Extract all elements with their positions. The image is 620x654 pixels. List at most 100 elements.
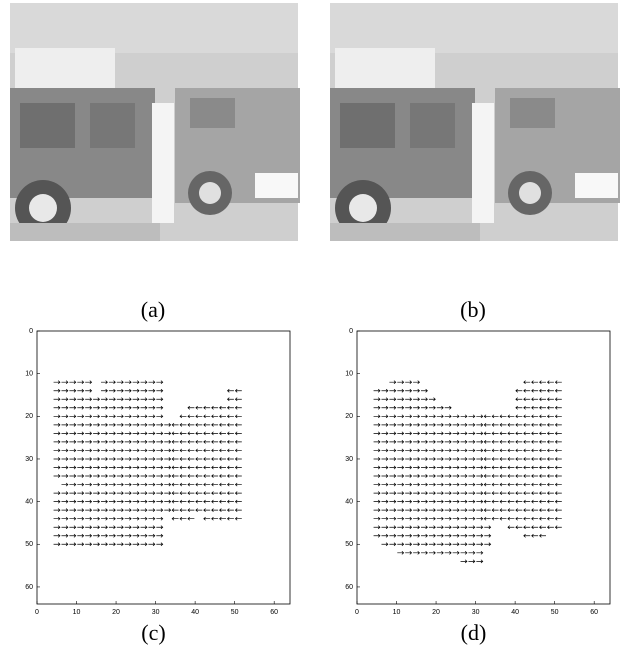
arrow: [540, 406, 546, 409]
arrow: [453, 526, 459, 529]
arrow: [461, 543, 467, 546]
arrow: [164, 457, 170, 460]
arrow: [405, 415, 411, 418]
arrow: [548, 466, 554, 469]
arrow: [188, 466, 194, 469]
arrow: [555, 415, 561, 418]
arrow: [109, 406, 115, 409]
arrow: [141, 466, 147, 469]
arrow: [405, 534, 411, 537]
arrow: [133, 432, 139, 435]
arrow: [141, 483, 147, 486]
arrow: [516, 509, 522, 512]
arrow: [524, 534, 530, 537]
arrow: [540, 509, 546, 512]
arrow: [453, 466, 459, 469]
arrow: [156, 406, 162, 409]
y-tick-label: 40: [345, 498, 353, 505]
arrow: [188, 457, 194, 460]
arrow: [429, 415, 435, 418]
arrow: [125, 398, 131, 401]
arrow: [141, 415, 147, 418]
arrow: [484, 415, 490, 418]
arrow: [156, 466, 162, 469]
arrow: [180, 449, 186, 452]
arrow: [196, 415, 202, 418]
arrow: [381, 457, 387, 460]
arrow: [117, 398, 123, 401]
arrow: [500, 474, 506, 477]
arrow: [93, 526, 99, 529]
arrow: [235, 466, 241, 469]
arrow: [93, 457, 99, 460]
arrow: [61, 449, 67, 452]
arrow: [85, 500, 91, 503]
arrow: [516, 449, 522, 452]
arrow: [212, 466, 218, 469]
arrow: [85, 474, 91, 477]
arrow: [397, 534, 403, 537]
arrow: [196, 466, 202, 469]
arrow: [508, 457, 514, 460]
arrow: [133, 526, 139, 529]
arrow: [413, 457, 419, 460]
arrow: [524, 415, 530, 418]
arrow: [540, 474, 546, 477]
arrow: [141, 432, 147, 435]
arrow: [125, 509, 131, 512]
arrow: [555, 517, 561, 520]
arrow: [492, 491, 498, 494]
arrow: [429, 457, 435, 460]
arrow: [540, 398, 546, 401]
arrow: [453, 449, 459, 452]
arrow: [212, 457, 218, 460]
arrow: [381, 491, 387, 494]
arrow: [555, 509, 561, 512]
arrow: [389, 440, 395, 443]
arrow: [397, 423, 403, 426]
arrow: [69, 457, 75, 460]
arrow: [548, 457, 554, 460]
arrow: [235, 432, 241, 435]
arrow: [468, 457, 474, 460]
arrow: [77, 543, 83, 546]
arrow: [69, 406, 75, 409]
arrow: [141, 474, 147, 477]
arrow: [389, 491, 395, 494]
arrow: [77, 526, 83, 529]
arrow: [172, 440, 178, 443]
arrow: [555, 440, 561, 443]
x-tick-label: 0: [35, 609, 39, 616]
arrow: [172, 449, 178, 452]
figure: (a) (b) 01020304050600102030405060(c)010…: [0, 0, 620, 649]
arrow: [405, 543, 411, 546]
arrow: [516, 440, 522, 443]
arrow: [468, 500, 474, 503]
arrow: [148, 534, 154, 537]
arrow: [156, 491, 162, 494]
arrow: [156, 534, 162, 537]
arrow: [235, 474, 241, 477]
arrow: [117, 466, 123, 469]
arrow: [61, 389, 67, 392]
arrow: [133, 491, 139, 494]
arrow: [172, 483, 178, 486]
arrow: [453, 440, 459, 443]
arrow: [117, 440, 123, 443]
arrow: [445, 509, 451, 512]
arrow: [228, 517, 234, 520]
arrow: [69, 432, 75, 435]
arrow: [196, 457, 202, 460]
arrow: [548, 432, 554, 435]
arrow: [445, 483, 451, 486]
arrow: [548, 440, 554, 443]
arrow: [235, 398, 241, 401]
y-tick-label: 0: [349, 328, 353, 335]
arrow: [141, 449, 147, 452]
arrow: [484, 423, 490, 426]
arrow: [461, 474, 467, 477]
arrow: [374, 423, 380, 426]
arrow: [156, 415, 162, 418]
arrow: [500, 432, 506, 435]
arrow: [125, 449, 131, 452]
